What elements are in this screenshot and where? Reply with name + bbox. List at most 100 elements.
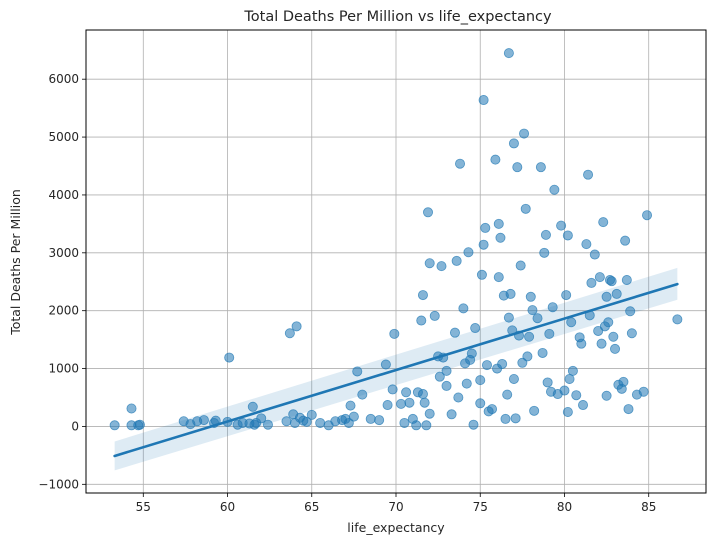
data-point (593, 325, 604, 336)
data-point (542, 377, 553, 388)
x-axis: 55 60 65 70 75 80 85 (136, 493, 656, 514)
data-point (389, 328, 400, 339)
data-point (594, 272, 605, 283)
data-point (417, 290, 428, 301)
data-point (601, 390, 612, 401)
data-point (436, 261, 447, 272)
data-point (434, 371, 445, 382)
data-point (421, 420, 432, 431)
data-point (520, 203, 531, 214)
data-point (478, 239, 489, 250)
data-point (262, 419, 273, 430)
chart-title: Total Deaths Per Million vs life_expecta… (243, 9, 552, 25)
data-point (480, 222, 491, 233)
data-point (441, 380, 452, 391)
data-point (352, 366, 363, 377)
data-point (549, 184, 560, 195)
grid (86, 30, 706, 493)
data-point (586, 277, 597, 288)
data-point (423, 207, 434, 218)
data-point (458, 303, 469, 314)
data-point (562, 406, 573, 417)
x-axis-label: life_expectancy (347, 520, 445, 535)
data-point (578, 400, 589, 411)
data-point (404, 397, 415, 408)
data-point (625, 306, 636, 317)
data-point (224, 352, 235, 363)
data-point (566, 317, 577, 328)
data-point (638, 386, 649, 397)
data-point (562, 230, 573, 241)
data-point (365, 413, 376, 424)
data-point (446, 409, 457, 420)
y-tick-label: 6000 (48, 72, 79, 86)
data-point (495, 232, 506, 243)
data-point (490, 154, 501, 165)
x-tick-label: 70 (388, 500, 403, 514)
data-point (567, 365, 578, 376)
y-tick-label: 5000 (48, 130, 79, 144)
data-point (399, 417, 410, 428)
y-axis-label: Total Deaths Per Million (8, 189, 23, 336)
data-point (524, 331, 535, 342)
data-point (503, 312, 514, 323)
data-point (348, 411, 359, 422)
data-point (487, 404, 498, 415)
data-point (126, 403, 137, 414)
data-point (401, 387, 412, 398)
data-point (284, 328, 295, 339)
data-point (508, 138, 519, 149)
y-tick-label: 0 (71, 419, 79, 433)
data-point (478, 95, 489, 106)
data-point (603, 317, 614, 328)
data-points (109, 48, 683, 431)
data-point (610, 343, 621, 354)
data-point (556, 220, 567, 231)
x-tick-label: 75 (473, 500, 488, 514)
data-point (198, 415, 209, 426)
data-point (424, 408, 435, 419)
data-point (451, 255, 462, 266)
data-point (512, 162, 523, 173)
regression-layer (113, 282, 679, 458)
data-point (672, 314, 683, 325)
data-point (508, 373, 519, 384)
data-point (247, 401, 258, 412)
data-point (537, 347, 548, 358)
x-tick-label: 60 (220, 500, 235, 514)
data-point (429, 310, 440, 321)
data-point (502, 389, 513, 400)
x-tick-label: 65 (304, 500, 319, 514)
data-point (539, 247, 550, 258)
data-point (561, 290, 572, 301)
data-point (527, 305, 538, 316)
data-point (500, 413, 511, 424)
data-point (623, 404, 634, 415)
data-point (505, 288, 516, 299)
data-point (476, 269, 487, 280)
data-point (453, 392, 464, 403)
data-point (441, 365, 452, 376)
data-point (535, 162, 546, 173)
data-point (608, 331, 619, 342)
x-tick-label: 55 (136, 500, 151, 514)
data-point (620, 235, 631, 246)
data-point (396, 398, 407, 409)
data-point (357, 389, 368, 400)
data-point (596, 338, 607, 349)
data-point (455, 158, 466, 169)
data-point (529, 405, 540, 416)
regression-line (113, 282, 679, 458)
data-point (281, 416, 292, 427)
data-point (481, 360, 492, 371)
x-tick-label: 80 (557, 500, 572, 514)
data-point (618, 376, 629, 387)
data-point (540, 229, 551, 240)
data-point (306, 409, 317, 420)
data-point (583, 169, 594, 180)
data-point (510, 413, 521, 424)
data-point (475, 398, 486, 409)
data-point (532, 313, 543, 324)
data-point (497, 358, 508, 369)
